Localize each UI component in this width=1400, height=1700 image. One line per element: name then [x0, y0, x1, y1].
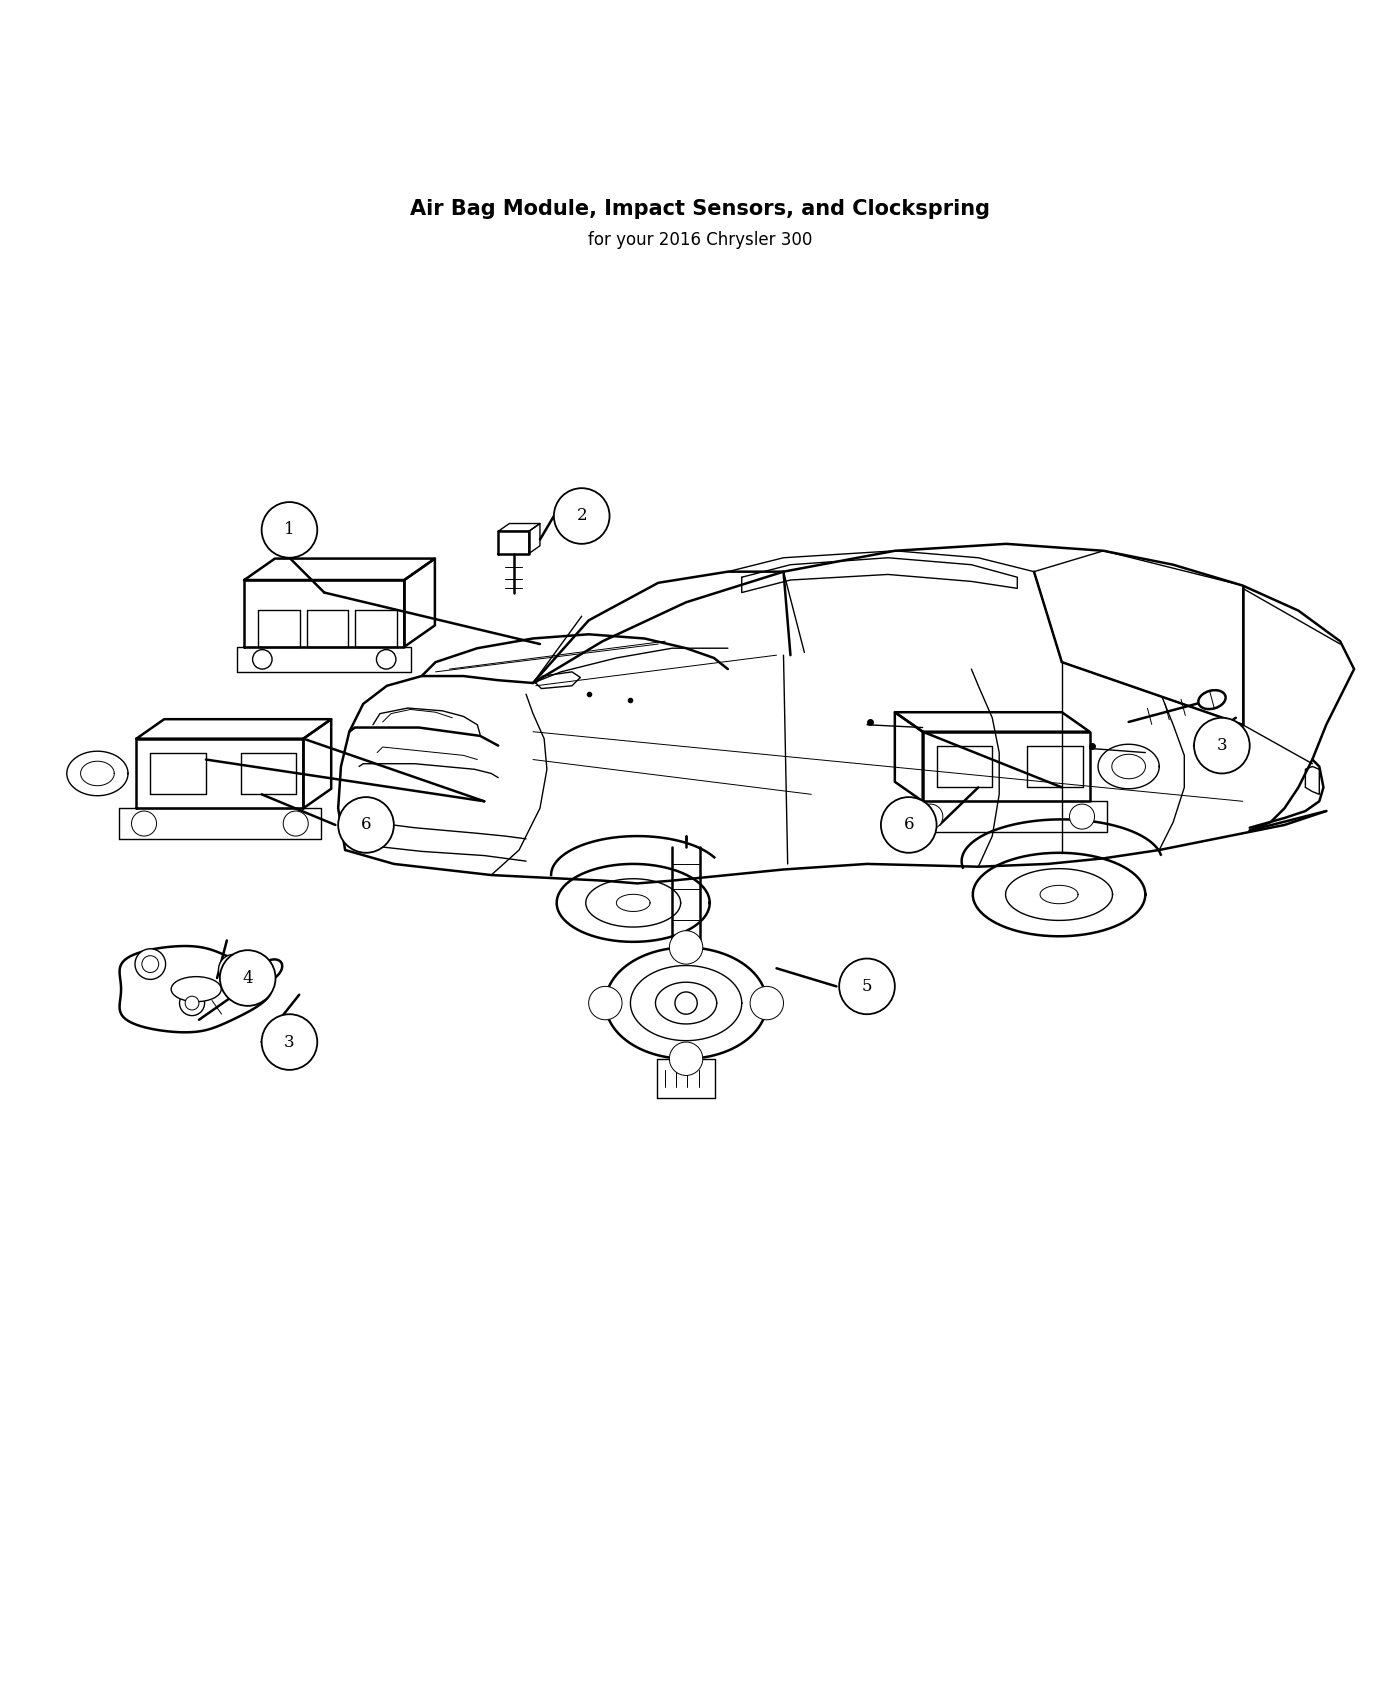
Circle shape — [881, 797, 937, 853]
Circle shape — [225, 960, 242, 977]
Circle shape — [252, 649, 272, 670]
Text: 5: 5 — [862, 977, 872, 994]
Ellipse shape — [171, 976, 221, 1001]
Circle shape — [839, 959, 895, 1015]
Text: 6: 6 — [903, 816, 914, 833]
Text: 4: 4 — [242, 969, 253, 986]
Circle shape — [377, 649, 396, 670]
Circle shape — [141, 955, 158, 972]
Circle shape — [134, 949, 165, 979]
Text: Air Bag Module, Impact Sensors, and Clockspring: Air Bag Module, Impact Sensors, and Cloc… — [410, 199, 990, 219]
Circle shape — [669, 1042, 703, 1076]
Ellipse shape — [258, 959, 283, 981]
Circle shape — [554, 488, 609, 544]
Circle shape — [262, 502, 318, 558]
Circle shape — [132, 811, 157, 836]
Circle shape — [1070, 804, 1095, 830]
Circle shape — [220, 950, 276, 1006]
Ellipse shape — [1198, 690, 1225, 709]
Text: 2: 2 — [577, 508, 587, 525]
Text: 3: 3 — [1217, 738, 1228, 755]
Text: 1: 1 — [284, 522, 295, 539]
Circle shape — [675, 991, 697, 1015]
Text: 6: 6 — [361, 816, 371, 833]
Circle shape — [588, 986, 622, 1020]
Circle shape — [669, 930, 703, 964]
Circle shape — [179, 991, 204, 1015]
Circle shape — [262, 1015, 318, 1069]
Circle shape — [750, 986, 784, 1020]
Circle shape — [1194, 717, 1250, 774]
Circle shape — [918, 804, 942, 830]
Circle shape — [218, 954, 249, 984]
Circle shape — [283, 811, 308, 836]
Circle shape — [339, 797, 393, 853]
Text: 3: 3 — [284, 1034, 295, 1051]
Circle shape — [185, 996, 199, 1010]
Text: for your 2016 Chrysler 300: for your 2016 Chrysler 300 — [588, 231, 812, 248]
